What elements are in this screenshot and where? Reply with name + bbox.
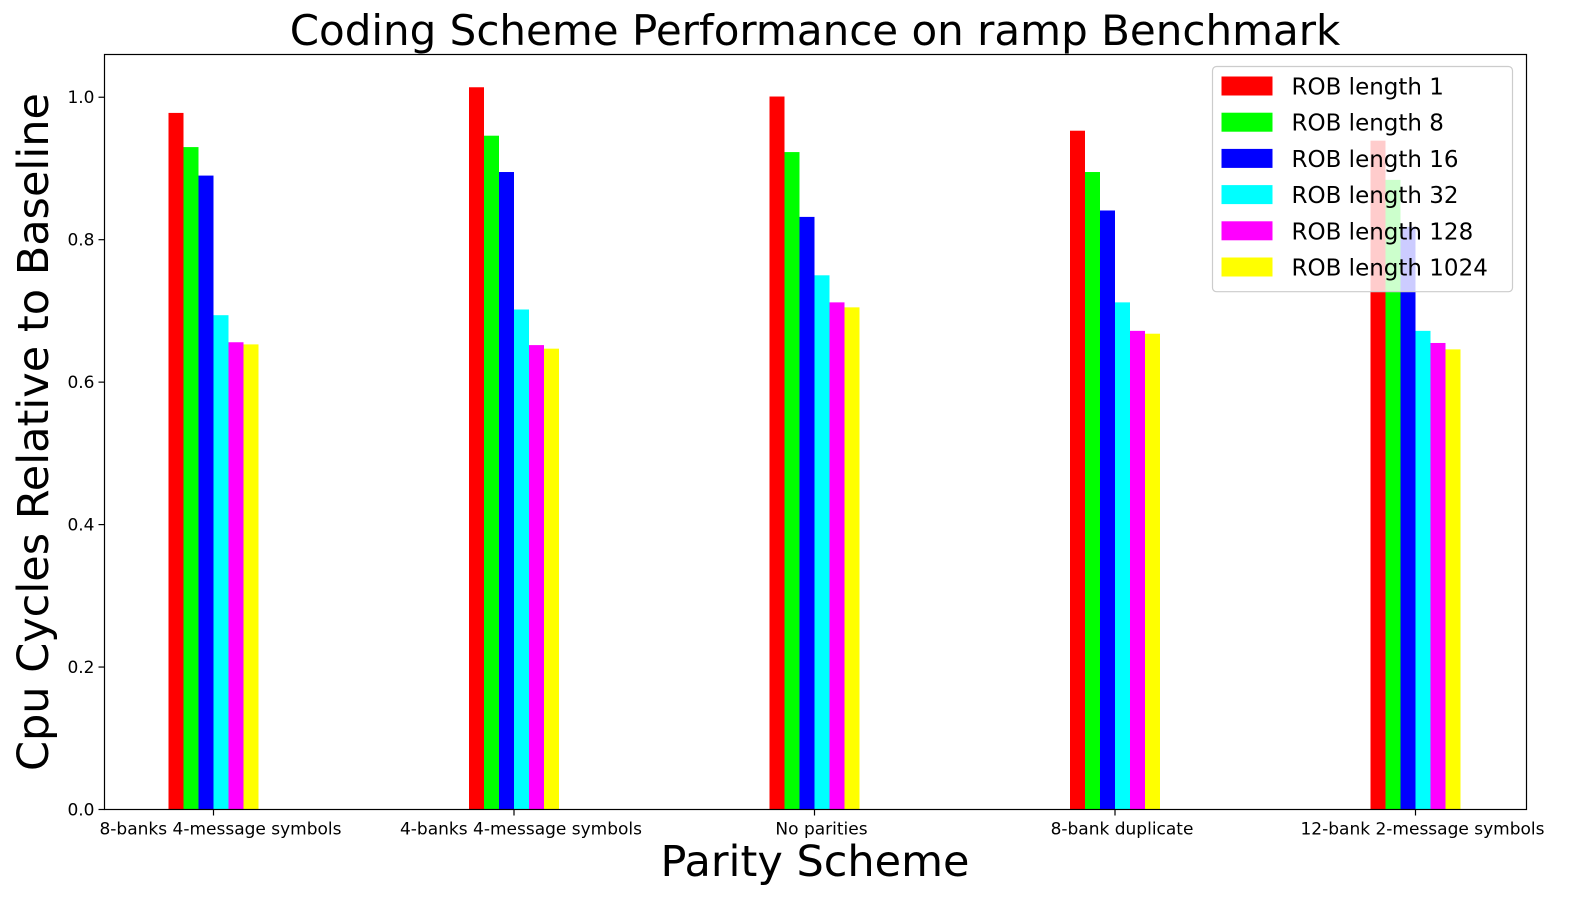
x-axis: 8-banks 4-message symbols 4-banks 4-messa… xyxy=(99,809,1545,840)
legend-label: ROB length 32 xyxy=(1292,183,1459,209)
bar-series-3-category-2 xyxy=(814,275,830,810)
bar-series-2-category-4 xyxy=(1400,226,1416,810)
bar-series-1-category-0 xyxy=(183,147,199,810)
x-tick-label: 8-banks 4-message symbols xyxy=(99,820,341,840)
bar-series-2-category-0 xyxy=(198,175,214,810)
legend-swatch xyxy=(1221,148,1273,168)
x-axis-title: Parity Scheme xyxy=(661,837,970,887)
y-tick-label: 1.0 xyxy=(67,88,94,108)
legend-swatch xyxy=(1221,76,1273,96)
legend-label: ROB length 16 xyxy=(1292,147,1459,173)
bar-series-2-category-2 xyxy=(799,216,815,810)
bar-series-1-category-3 xyxy=(1085,172,1100,810)
legend-label: ROB length 1 xyxy=(1292,75,1444,101)
bar-series-5-category-0 xyxy=(243,344,259,810)
bar-series-5-category-4 xyxy=(1445,349,1461,810)
legend-label: ROB length 128 xyxy=(1292,219,1474,245)
bar-series-3-category-1 xyxy=(514,309,529,810)
bar-series-1-category-4 xyxy=(1385,179,1401,810)
bar-series-4-category-1 xyxy=(529,345,544,810)
bar-series-2-category-1 xyxy=(499,172,514,810)
legend-label: ROB length 1024 xyxy=(1292,256,1488,282)
x-tick-label: 12-bank 2-message symbols xyxy=(1300,820,1544,840)
bar-series-1-category-2 xyxy=(784,152,800,810)
bar-series-4-category-4 xyxy=(1430,342,1446,810)
legend-swatch xyxy=(1221,221,1273,241)
legend-swatch xyxy=(1221,257,1273,277)
bar-series-0-category-0 xyxy=(168,112,184,810)
legend-box xyxy=(1211,65,1514,293)
y-axis-title: Cpu Cycles Relative to Baseline xyxy=(9,93,59,771)
y-axis: 0.0 0.2 0.4 0.6 0.8 1.0 xyxy=(67,88,105,821)
bar-series-5-category-1 xyxy=(544,348,559,810)
bar-series-3-category-3 xyxy=(1115,302,1130,810)
bar-series-5-category-3 xyxy=(1145,333,1160,810)
x-tick-label: 4-banks 4-message symbols xyxy=(400,820,642,840)
y-tick-label: 0.6 xyxy=(67,373,94,393)
legend-swatch xyxy=(1221,112,1273,132)
bar-series-4-category-2 xyxy=(829,302,845,810)
bar-series-0-category-1 xyxy=(469,87,484,810)
legend: ROB length 1 ROB length 8 ROB length 16 ROB… xyxy=(1211,65,1514,293)
x-tick-label: No parities xyxy=(775,820,867,840)
y-tick-label: 0.4 xyxy=(67,516,94,536)
x-tick-label: 8-bank duplicate xyxy=(1051,820,1194,840)
bars-layer xyxy=(168,87,1461,810)
bar-series-0-category-4 xyxy=(1370,140,1386,810)
y-tick-label: 0.2 xyxy=(67,658,94,678)
bar-series-2-category-3 xyxy=(1100,210,1115,810)
y-tick-label: 0.0 xyxy=(67,801,94,821)
legend-label: ROB length 8 xyxy=(1292,111,1444,137)
bar-series-4-category-3 xyxy=(1130,330,1145,810)
legend-swatch xyxy=(1221,185,1273,205)
bar-series-5-category-2 xyxy=(844,307,860,810)
chart-title: Coding Scheme Performance on ramp Benchm… xyxy=(290,6,1341,55)
bar-series-0-category-3 xyxy=(1070,130,1085,810)
plot-frame xyxy=(103,53,1528,811)
bar-series-1-category-1 xyxy=(484,135,499,810)
y-tick-label: 0.8 xyxy=(67,231,94,251)
bar-series-0-category-2 xyxy=(769,96,785,810)
bar-series-4-category-0 xyxy=(228,342,244,810)
bar-series-3-category-0 xyxy=(213,315,229,810)
bar-series-3-category-4 xyxy=(1415,330,1431,810)
